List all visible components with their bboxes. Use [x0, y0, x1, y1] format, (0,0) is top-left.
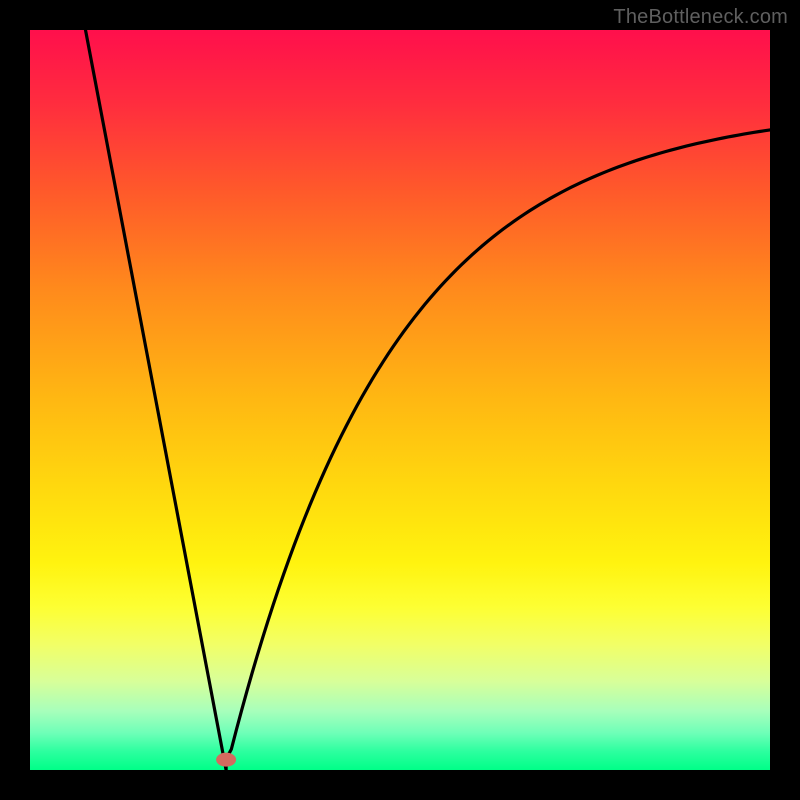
plot-background	[30, 30, 770, 770]
chart-svg	[0, 0, 800, 800]
watermark-text: TheBottleneck.com	[613, 6, 788, 29]
valley-marker	[216, 753, 236, 767]
chart-container: TheBottleneck.com	[0, 0, 800, 800]
